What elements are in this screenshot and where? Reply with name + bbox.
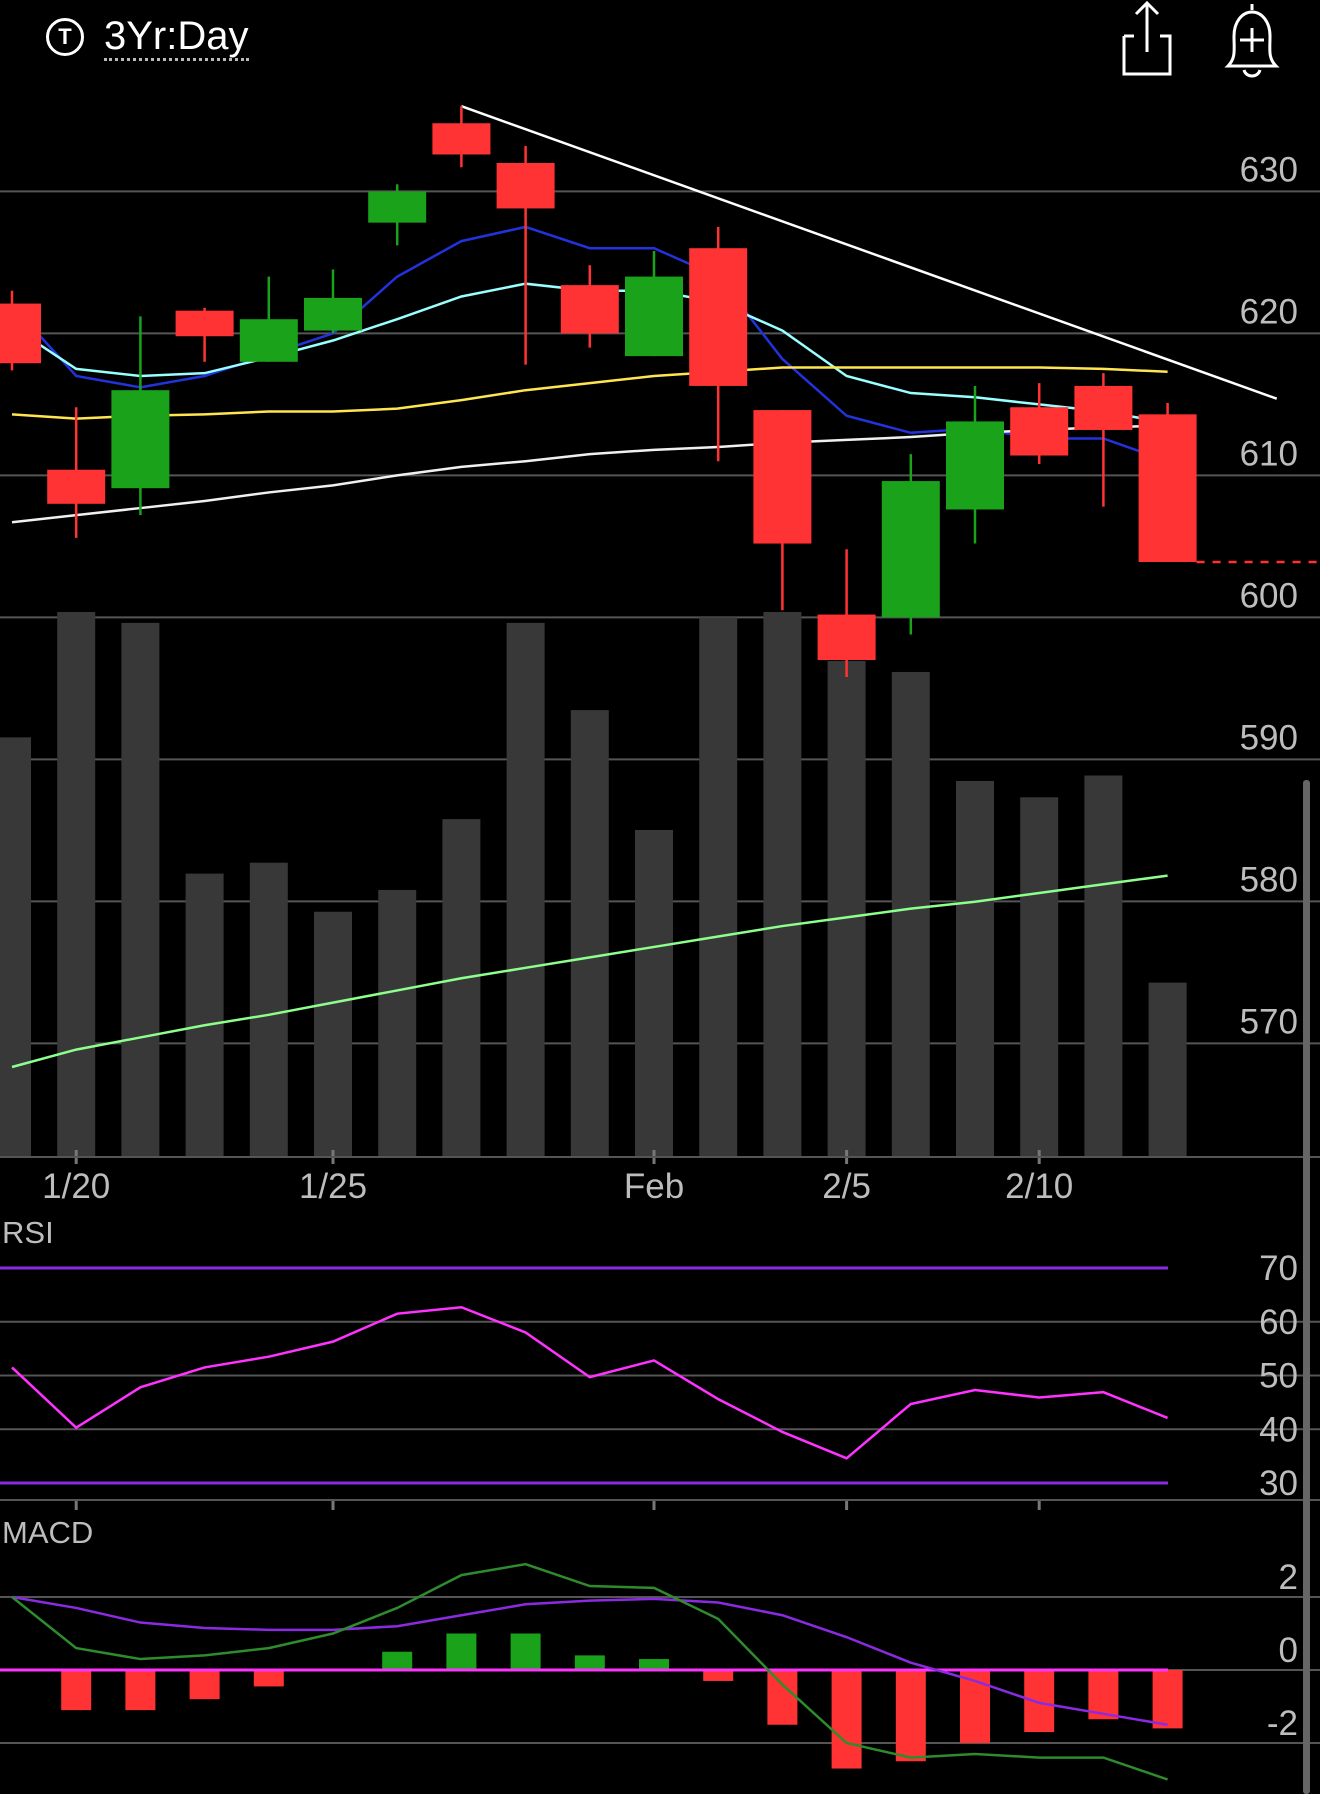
- rsi-line: [11, 1305, 1169, 1460]
- macd-tick-label: -2: [1267, 1704, 1298, 1743]
- candle-down: [1074, 385, 1133, 430]
- share-icon: [1122, 0, 1172, 76]
- volume-bar: [1084, 775, 1123, 1157]
- price-tick-label: 570: [1240, 1002, 1298, 1041]
- macd-histogram-bar: [446, 1633, 477, 1670]
- macd-histogram-bar: [703, 1670, 734, 1681]
- macd-title: MACD: [2, 1515, 93, 1550]
- date-tick-label: 1/20: [42, 1167, 110, 1206]
- candle-down: [1010, 407, 1069, 456]
- rsi-title: RSI: [2, 1215, 54, 1250]
- candle-down: [47, 469, 106, 504]
- price-tick-label: 620: [1240, 292, 1298, 331]
- trendline: [460, 105, 1278, 400]
- macd-histogram-bar: [253, 1670, 284, 1687]
- volume-bar: [57, 612, 96, 1157]
- volume-bar: [1148, 982, 1187, 1157]
- volume-bar: [314, 911, 352, 1157]
- price-tick-label: 590: [1240, 718, 1298, 757]
- volume-ma-line: [11, 874, 1168, 1069]
- price-tick-label: 630: [1240, 150, 1298, 189]
- volume-bar: [635, 830, 673, 1157]
- macd-histogram-bar: [895, 1670, 926, 1762]
- volume-bar: [827, 661, 866, 1157]
- macd-histogram-bar: [382, 1651, 413, 1670]
- rsi-tick-label: 60: [1259, 1303, 1298, 1342]
- volume-bar: [185, 873, 224, 1157]
- volume-bars: [0, 612, 1187, 1157]
- price-tick-label: 600: [1240, 576, 1298, 615]
- candle-down: [496, 163, 555, 209]
- candle-down: [432, 123, 491, 155]
- volume-bar: [570, 710, 609, 1157]
- timeframe-label: 3Yr:Day: [104, 14, 249, 61]
- volume-bar: [121, 622, 160, 1157]
- macd-tick-label: 0: [1279, 1631, 1298, 1670]
- price-tick-label: 580: [1240, 860, 1298, 899]
- rsi-tick-label: 50: [1259, 1357, 1298, 1396]
- volume-bar: [378, 889, 417, 1157]
- macd-histogram-bar: [125, 1670, 156, 1711]
- macd-histogram-bar: [574, 1655, 605, 1670]
- macd-histogram-bar: [831, 1670, 862, 1769]
- candle-down: [753, 410, 812, 544]
- price-axis: 630 620 610 600 590 580 570: [1240, 150, 1298, 1041]
- rsi-tick-label: 70: [1259, 1249, 1298, 1288]
- candle-up: [111, 390, 170, 489]
- volume-bar: [0, 737, 31, 1157]
- candle-down: [0, 303, 41, 364]
- macd-histogram-bar: [510, 1633, 541, 1670]
- candle-down: [1138, 414, 1197, 563]
- candle-down: [689, 248, 748, 386]
- rsi-tick-label: 30: [1259, 1464, 1298, 1503]
- volume-bar: [763, 612, 802, 1157]
- macd-histogram-bar: [767, 1670, 798, 1725]
- date-axis: 1/20 1/25 Feb 2/5 2/10: [42, 1150, 1073, 1206]
- candle-up: [946, 421, 1004, 510]
- top-bar: T 3Yr:Day: [0, 0, 1320, 80]
- price-tick-label: 610: [1240, 434, 1298, 473]
- candle-down: [817, 614, 876, 660]
- rsi-panel: 70 60 50 40 30: [0, 1249, 1320, 1510]
- macd-histogram-bar: [1024, 1670, 1055, 1733]
- date-tick-label: 1/25: [299, 1167, 367, 1206]
- macd-panel: 2 0 -2: [0, 1558, 1320, 1781]
- date-tick-label: 2/10: [1005, 1167, 1073, 1206]
- bell-plus-icon: [1224, 4, 1280, 78]
- macd-histogram-bar: [189, 1670, 220, 1700]
- candle-up: [625, 276, 683, 357]
- candle-down: [560, 285, 619, 334]
- volume-bar: [956, 780, 994, 1157]
- macd-tick-label: 2: [1279, 1558, 1298, 1597]
- candle-up: [368, 191, 427, 223]
- add-alert-button[interactable]: [1218, 0, 1286, 80]
- share-button[interactable]: [1112, 0, 1176, 80]
- macd-histogram-bar: [639, 1659, 669, 1670]
- macd-histogram-bar: [1152, 1670, 1183, 1729]
- timeframe-icon: T: [46, 18, 84, 56]
- scrollbar[interactable]: [1303, 780, 1310, 1794]
- candle-up: [239, 319, 298, 362]
- moving-average-line: [11, 366, 1168, 420]
- candle-down: [175, 310, 234, 337]
- volume-bar: [1020, 797, 1059, 1157]
- macd-line: [11, 1562, 1169, 1781]
- candle-up: [881, 481, 940, 618]
- candle-up: [304, 297, 362, 331]
- date-tick-label: 2/5: [822, 1167, 871, 1206]
- volume-bar: [506, 622, 545, 1157]
- timeframe-selector[interactable]: T 3Yr:Day: [46, 12, 249, 62]
- volume-bar: [699, 617, 738, 1157]
- volume-bar: [891, 671, 930, 1157]
- rsi-tick-label: 40: [1259, 1410, 1298, 1449]
- macd-signal-line: [11, 1595, 1168, 1726]
- candlesticks: [0, 106, 1197, 678]
- volume-bar: [442, 819, 481, 1157]
- trendline-line: [460, 105, 1278, 400]
- date-tick-label: Feb: [624, 1167, 684, 1206]
- volume-bar: [249, 862, 288, 1157]
- macd-histogram-bar: [61, 1670, 92, 1711]
- volume-moving-average: [11, 874, 1168, 1069]
